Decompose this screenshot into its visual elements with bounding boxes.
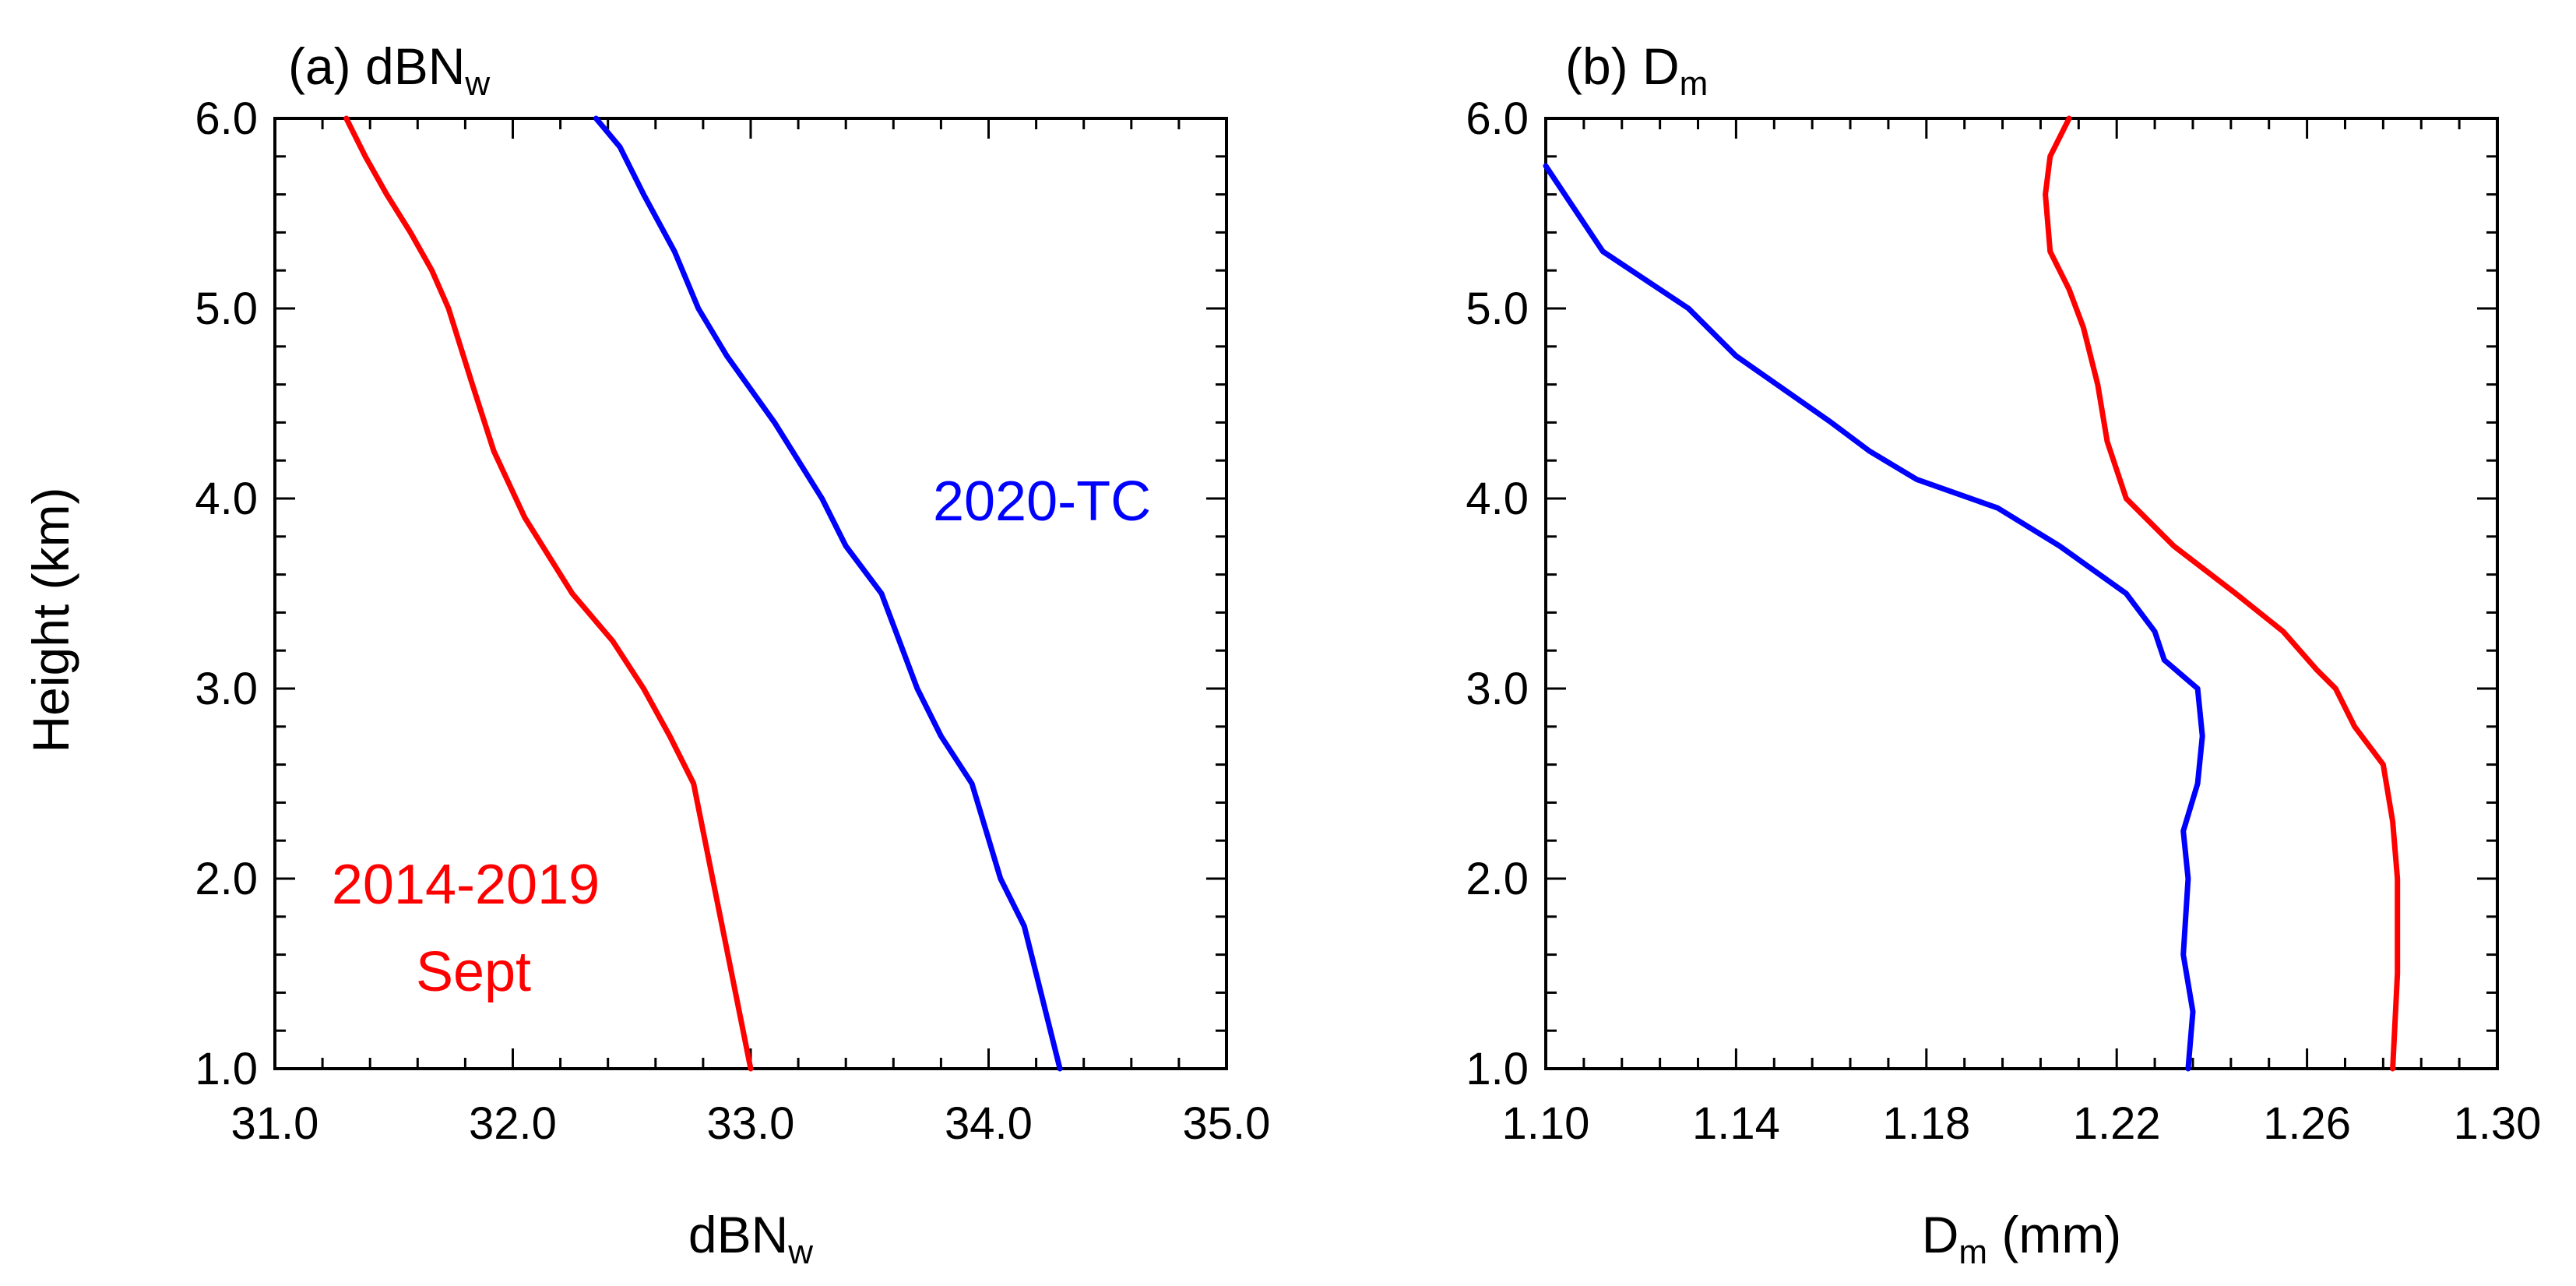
panel-b-x-tick-label: 1.22 [2073, 1098, 2161, 1149]
panel-b-tick-labels: 1.10 1.14 1.18 1.22 1.26 1.30 1.0 2.0 3.0 4.0 5.0 6… [1466, 93, 2541, 1149]
panel-a-series [343, 115, 1063, 1072]
panel-b-y-tick-label: 3.0 [1466, 664, 1529, 714]
panel-b-x-axis-title: Dm (mm) [1922, 1206, 2122, 1271]
panel-b-title-main: (b) D [1565, 37, 1680, 95]
panel-a: (a) dBNw 31.0 32.0 33.0 34.0 35.01.02.03.04.… [195, 37, 1270, 1271]
label-2014-2019-line-1: 2014-2019 [332, 854, 600, 916]
label-2014-2019-sept: 2014-2019 Sept [332, 854, 615, 1003]
panel-b-x-tick-label: 1.18 [1882, 1098, 1970, 1149]
panel-b-title-sub: m [1680, 65, 1709, 103]
panel-b-y-tick-label: 6.0 [1466, 93, 1529, 144]
panel-a-frame [273, 117, 1228, 1070]
panel-b: (b) Dm 1.10 1.14 1.18 1.22 1.26 1.301.02.03.0… [1466, 37, 2541, 1271]
panel-b-y-tick-label: 5.0 [1466, 284, 1529, 334]
panel-b-x-tick-label: 1.26 [2263, 1098, 2351, 1149]
panel-b-series-2020-tc-line [1543, 163, 2205, 1072]
panel-a-ticks [273, 117, 1228, 1070]
label-sept-line-2: Sept [416, 941, 531, 1003]
panel-a-x-tick-label: 35.0 [1183, 1098, 1271, 1149]
panel-b-x-axis-title-sub: m [1958, 1233, 1987, 1271]
panel-b-x-tick-label: 1.10 [1502, 1098, 1590, 1149]
panel-a-title: (a) dBNw [288, 37, 490, 103]
panel-a-x-tick-label: 34.0 [945, 1098, 1033, 1149]
panel-a-series-2020-tc-line [593, 115, 1063, 1072]
panel-a-x-axis-title: dBNw [688, 1206, 813, 1271]
panel-b-ticks [1544, 117, 2499, 1070]
label-2020-tc: 2020-TC [933, 470, 1151, 533]
panel-b-frame [1544, 117, 2499, 1070]
y-axis-title: Height (km) [22, 487, 79, 752]
panel-a-tick-labels: 31.0 32.0 33.0 34.0 35.0 1.0 2.0 3.0 4.0 5.0 6.0 [195, 93, 1270, 1149]
panel-b-y-tick-label: 1.0 [1466, 1044, 1529, 1094]
panel-a-y-tick-label: 3.0 [195, 664, 258, 714]
panel-b-title: (b) Dm [1565, 37, 1708, 103]
panel-b-x-axis-title-suffix: (mm) [1987, 1206, 2121, 1263]
label-2020-tc-line-1: 2020-TC [933, 470, 1151, 533]
panel-a-y-tick-label: 6.0 [195, 93, 258, 144]
panel-b-x-tick-label: 1.14 [1692, 1098, 1780, 1149]
panel-b-series [1543, 115, 2401, 1072]
panel-a-title-main: (a) dBN [288, 37, 465, 95]
panel-a-x-tick-label: 31.0 [231, 1098, 319, 1149]
panel-b-series-2014-2019-sept-line [2043, 115, 2401, 1072]
panel-a-x-tick-label: 32.0 [469, 1098, 557, 1149]
panel-b-y-tick-label: 4.0 [1466, 474, 1529, 524]
panel-a-title-sub: w [464, 65, 490, 103]
panel-a-y-tick-label: 5.0 [195, 284, 258, 334]
panel-a-x-axis-title-main: dBN [688, 1206, 788, 1263]
panel-b-x-axis-title-main: D [1922, 1206, 1959, 1263]
panel-a-x-axis-title-sub: w [787, 1233, 813, 1271]
panel-a-y-tick-label: 2.0 [195, 854, 258, 904]
panel-b-y-tick-label: 2.0 [1466, 854, 1529, 904]
panel-a-y-tick-label: 1.0 [195, 1044, 258, 1094]
panel-a-y-tick-label: 4.0 [195, 474, 258, 524]
panel-b-x-tick-label: 1.30 [2454, 1098, 2542, 1149]
panel-a-x-tick-label: 33.0 [707, 1098, 795, 1149]
panel-a-series-2014-2019-sept-line [343, 115, 754, 1072]
